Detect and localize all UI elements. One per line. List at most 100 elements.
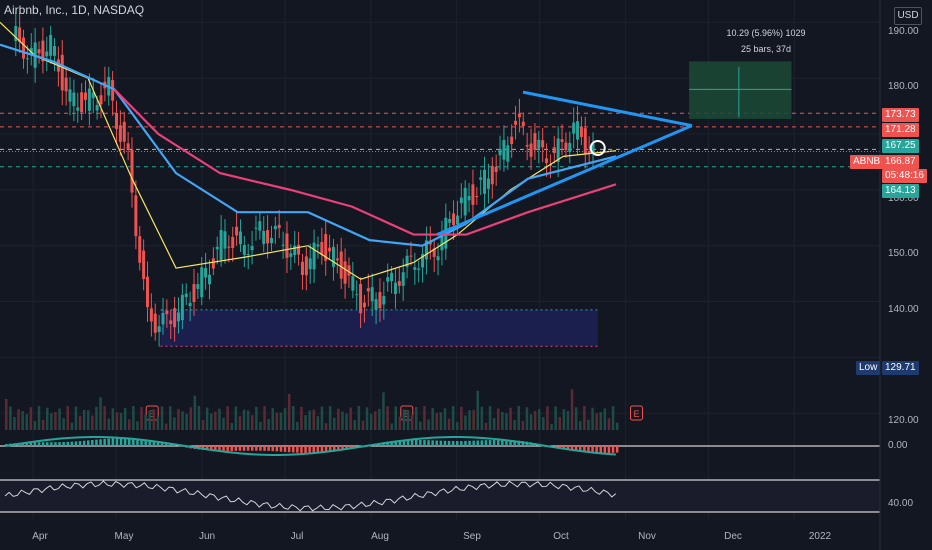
volume-bar: [456, 422, 459, 430]
x-tick-apr: Apr: [32, 531, 48, 542]
y-tick-140: 140.00: [888, 304, 919, 315]
volume-bar: [410, 414, 414, 430]
osc1-histogram-bar: [517, 440, 520, 446]
osc1-histogram-bar: [74, 441, 78, 446]
volume-bar: [353, 420, 356, 430]
volume-bar: [132, 406, 135, 430]
volume-bar: [566, 411, 570, 430]
volume-bar: [5, 399, 8, 430]
volume-bar: [50, 413, 53, 430]
osc1-histogram-bar: [173, 445, 176, 446]
osc1-histogram-bar: [210, 446, 213, 451]
volume-bar: [181, 411, 184, 430]
candle-body: [362, 302, 366, 308]
osc1-histogram-bar: [328, 446, 332, 453]
candle-body: [157, 326, 161, 333]
osc1-histogram-bar: [443, 440, 447, 446]
currency-button[interactable]: USD: [894, 7, 922, 25]
osc1-histogram-bar: [431, 440, 434, 446]
candle-body: [246, 254, 250, 256]
osc1-histogram-bar: [123, 438, 127, 446]
x-tick-jun: Jun: [198, 531, 216, 542]
candle-body: [289, 253, 293, 257]
osc1-histogram-bar: [238, 446, 242, 451]
earnings-marker: [629, 405, 643, 421]
volume-bar: [345, 413, 348, 430]
volume-bar: [439, 412, 443, 430]
volume-bar: [435, 412, 438, 430]
candle-body: [514, 120, 518, 125]
osc1-histogram-bar: [410, 439, 414, 446]
x-tick-oct: Oct: [553, 531, 569, 542]
volume-bar: [562, 409, 566, 430]
volume-bar: [480, 406, 484, 430]
candle-body: [510, 136, 514, 145]
candle-body: [223, 231, 227, 249]
candle-body: [475, 196, 479, 198]
volume-bar: [193, 395, 197, 430]
volume-bar: [472, 409, 475, 430]
osc1-histogram-bar: [29, 442, 33, 446]
volume-bar: [468, 410, 471, 430]
candle-body: [115, 113, 119, 129]
candle-body: [579, 126, 583, 138]
candle-body: [328, 247, 332, 252]
osc1-histogram-bar: [41, 442, 45, 446]
volume-bar: [21, 411, 24, 430]
candle-body: [293, 245, 297, 256]
osc1-histogram-bar: [451, 440, 455, 446]
volume-bar: [361, 420, 365, 430]
osc1-histogram-bar: [95, 439, 98, 446]
volume-bar: [74, 406, 78, 430]
volume-bar: [234, 406, 238, 430]
osc1-histogram-bar: [386, 441, 389, 446]
volume-bar: [111, 408, 115, 430]
osc1-histogram-bar: [320, 446, 324, 453]
candle-body: [215, 246, 219, 250]
candle-body: [111, 80, 115, 101]
osc1-histogram-bar: [447, 440, 451, 446]
candle-body: [196, 284, 200, 289]
osc1-histogram-bar: [611, 446, 615, 453]
volume-bar: [70, 422, 74, 430]
volume-bar: [230, 423, 233, 430]
candle-body: [591, 143, 595, 155]
candle-body: [479, 177, 483, 180]
volume-bar: [447, 418, 451, 430]
osc1-histogram-bar: [312, 446, 315, 454]
candle-body: [390, 272, 394, 282]
candle-body: [417, 268, 421, 270]
candle-body: [14, 25, 18, 42]
volume-bar: [591, 407, 594, 430]
osc1-histogram-bar: [574, 446, 578, 452]
volume-bar: [128, 419, 131, 430]
volume-bar: [394, 406, 397, 430]
candle-body: [64, 77, 68, 92]
volume-bar: [328, 406, 332, 430]
candle-body: [424, 240, 428, 260]
volume-bar: [140, 407, 143, 430]
osc1-histogram-bar: [128, 438, 131, 446]
osc1-signal-line: [4, 435, 616, 457]
candle-body: [421, 253, 425, 268]
volume-bar: [156, 416, 160, 430]
volume-bar: [570, 389, 574, 430]
osc1-histogram-bar: [505, 439, 508, 446]
volume-bar: [497, 408, 500, 430]
osc1-histogram-bar: [603, 446, 607, 454]
volume-bar: [341, 411, 344, 430]
candle-body: [304, 256, 308, 276]
osc1-histogram-bar: [205, 446, 209, 451]
volume-bar: [283, 408, 287, 430]
osc1-histogram-bar: [37, 442, 41, 446]
candle-body: [576, 121, 580, 140]
volume-bar: [599, 412, 602, 430]
candle-body: [568, 142, 572, 152]
osc1-histogram-bar: [50, 442, 53, 446]
osc1-histogram-bar: [472, 440, 475, 446]
candle-body: [238, 231, 242, 245]
candle-body: [219, 230, 223, 260]
volume-bar: [554, 406, 557, 430]
candle-body: [84, 92, 88, 100]
